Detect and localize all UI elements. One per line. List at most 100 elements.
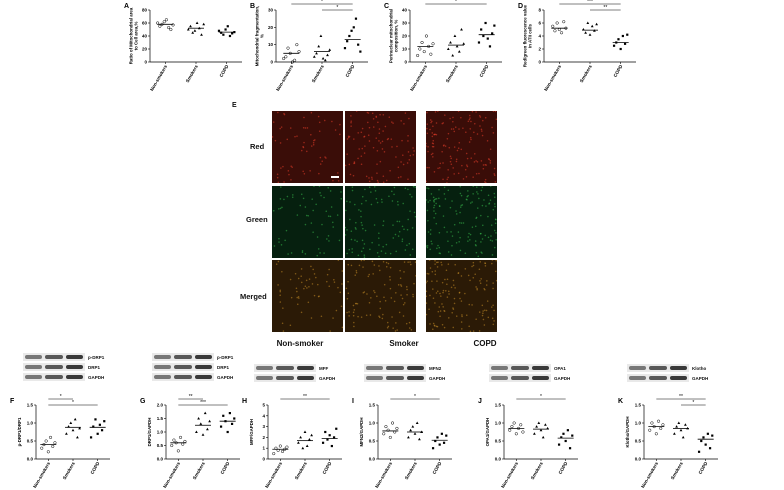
blot-band xyxy=(194,375,213,379)
data-point xyxy=(199,422,203,425)
significance-label: *** xyxy=(200,400,206,406)
micrograph-green-copd xyxy=(426,186,497,258)
y-tick-label: 0 xyxy=(144,60,147,65)
data-point xyxy=(411,425,415,428)
data-point xyxy=(559,31,564,35)
data-point xyxy=(346,40,349,43)
data-point xyxy=(677,421,681,424)
data-point xyxy=(416,53,420,58)
y-tick-label: 2 xyxy=(538,47,541,52)
data-point xyxy=(477,41,481,44)
y-tick-label: 1.5 xyxy=(369,403,376,408)
y-tick-label: 0 xyxy=(538,60,541,65)
y-tick-label: 0.5 xyxy=(635,439,642,444)
blot-band xyxy=(628,366,647,370)
col-label-nonsmoker: Non-smoker xyxy=(276,339,324,348)
data-point xyxy=(200,33,203,36)
data-point xyxy=(409,428,412,432)
data-point xyxy=(415,421,419,424)
significance-label: * xyxy=(455,0,457,5)
data-point xyxy=(44,439,48,443)
significance-label: *** xyxy=(587,0,593,5)
data-point xyxy=(217,29,221,32)
data-point xyxy=(679,428,683,432)
significance-label: ** xyxy=(303,394,307,400)
data-point xyxy=(354,17,358,20)
data-point xyxy=(480,28,483,31)
data-point xyxy=(557,443,561,446)
data-point xyxy=(73,417,77,421)
data-point xyxy=(455,44,459,48)
data-point xyxy=(195,21,199,24)
data-point xyxy=(323,58,327,62)
data-point xyxy=(493,24,496,27)
significance-label: ** xyxy=(603,5,607,11)
data-point xyxy=(617,38,620,41)
data-point xyxy=(706,432,709,435)
y-axis-label: Klotho/GAPDH xyxy=(625,417,630,448)
y-tick-label: 4 xyxy=(262,413,265,418)
data-point xyxy=(544,423,547,426)
x-tick-label: COPD xyxy=(220,460,231,475)
data-point xyxy=(702,436,705,439)
data-point xyxy=(226,25,229,28)
data-point xyxy=(418,437,421,441)
blot-label-gapdh: GAPDH xyxy=(319,375,336,381)
micrograph-green-non-smoker xyxy=(272,186,343,258)
data-point xyxy=(285,445,289,449)
blot-band xyxy=(174,375,192,379)
data-point xyxy=(386,428,390,432)
data-point xyxy=(418,47,422,51)
data-point xyxy=(181,442,185,446)
blot-band xyxy=(276,376,294,380)
data-point xyxy=(330,444,333,448)
data-point xyxy=(564,439,567,443)
data-point xyxy=(619,47,622,51)
micrograph-red-copd xyxy=(426,111,497,183)
panel-letter-i: I xyxy=(352,398,354,405)
y-tick-label: 6 xyxy=(538,21,541,26)
data-point xyxy=(299,435,302,439)
blot-label-mfn2: MFN2 xyxy=(429,365,442,371)
data-point xyxy=(278,444,282,448)
data-point xyxy=(103,420,106,423)
data-point xyxy=(590,24,594,28)
data-point xyxy=(429,52,433,56)
data-point xyxy=(282,56,286,61)
data-point xyxy=(76,435,79,439)
x-tick-label: Smokers xyxy=(192,461,206,481)
y-tick-label: 1.0 xyxy=(495,421,502,426)
data-point xyxy=(451,54,455,57)
data-point xyxy=(650,421,654,425)
y-tick-label: 10 xyxy=(402,47,408,52)
y-tick-label: 1.0 xyxy=(157,430,164,435)
data-point xyxy=(562,432,565,435)
data-point xyxy=(328,434,331,437)
blot-band xyxy=(45,375,63,379)
blot-band xyxy=(24,375,43,379)
data-point xyxy=(280,449,285,453)
panel-letter-k: K xyxy=(618,398,623,405)
blot-band xyxy=(669,376,688,380)
data-point xyxy=(167,26,171,30)
y-tick-label: 1.5 xyxy=(157,416,164,421)
blot-band xyxy=(255,366,274,370)
data-point xyxy=(228,412,231,415)
blot-band xyxy=(511,366,529,370)
data-point xyxy=(219,425,223,428)
data-point xyxy=(326,53,329,57)
data-point xyxy=(659,426,663,430)
row-label-green: Green xyxy=(246,215,268,224)
data-point xyxy=(407,435,410,439)
blot-band xyxy=(490,366,509,370)
data-point xyxy=(621,34,624,38)
y-tick-label: 20 xyxy=(142,47,148,52)
scale-bar xyxy=(331,176,339,178)
x-tick-label: Smokers xyxy=(185,64,199,84)
blot-band xyxy=(153,375,172,379)
micrograph-green-smoker xyxy=(345,186,416,258)
data-point xyxy=(595,22,598,26)
data-point xyxy=(551,24,555,28)
row-label-red: Red xyxy=(250,142,265,151)
data-point xyxy=(584,31,587,34)
